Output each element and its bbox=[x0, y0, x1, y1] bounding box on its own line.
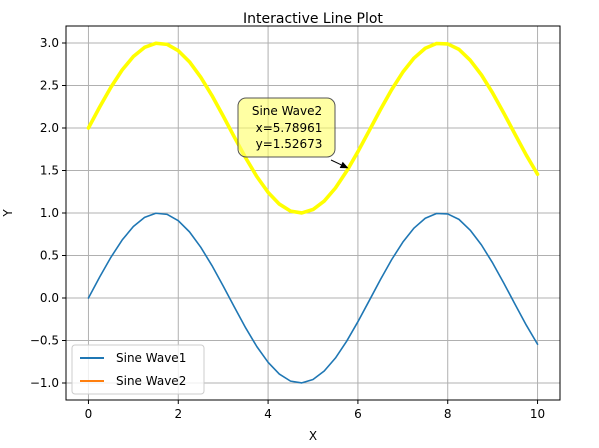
x-tick-label: 2 bbox=[174, 407, 182, 421]
x-tick-label: 6 bbox=[354, 407, 362, 421]
annotation: Sine Wave2 x=5.78961 y=1.52673 bbox=[237, 97, 349, 169]
x-axis-label: X bbox=[309, 429, 317, 443]
series-line-sine-wave1 bbox=[87, 212, 539, 384]
y-tick-label: 0.5 bbox=[40, 249, 59, 263]
legend-box bbox=[71, 344, 205, 395]
series-line-sine-wave2 bbox=[86, 41, 540, 215]
legend-label-sine-wave1: Sine Wave1 bbox=[116, 351, 186, 365]
grid bbox=[66, 26, 560, 400]
x-tick-label: 8 bbox=[444, 407, 452, 421]
x-tick-label: 4 bbox=[264, 407, 272, 421]
chart-title: Interactive Line Plot bbox=[243, 11, 383, 27]
annotation-line-2: x=5.78961 bbox=[256, 121, 323, 135]
y-axis-label: Y bbox=[1, 209, 15, 218]
y-tick-label: 2.0 bbox=[40, 121, 59, 135]
annotation-arrowhead bbox=[339, 161, 349, 169]
legend: Sine Wave1 Sine Wave2 bbox=[71, 344, 205, 395]
annotation-box bbox=[237, 97, 336, 158]
x-tick-label: 0 bbox=[85, 407, 93, 421]
series-group bbox=[86, 41, 540, 384]
y-tick-label: 3.0 bbox=[40, 36, 59, 50]
ticks: 0 2 4 6 8 10 −1.0 −0.5 0.0 0.5 1.0 1.5 2.0 2.5 3.0 bbox=[30, 36, 545, 421]
y-tick-label: 1.5 bbox=[40, 164, 59, 178]
y-tick-label: 0.0 bbox=[40, 291, 59, 305]
y-tick-label: 1.0 bbox=[40, 206, 59, 220]
annotation-arrow bbox=[330, 159, 342, 166]
y-tick-label: −1.0 bbox=[30, 376, 59, 390]
annotation-line-1: Sine Wave2 bbox=[252, 104, 322, 118]
x-tick-label: 10 bbox=[530, 407, 545, 421]
y-tick-label: 2.5 bbox=[40, 79, 59, 93]
legend-label-sine-wave2: Sine Wave2 bbox=[116, 374, 186, 388]
annotation-line-3: y=1.52673 bbox=[256, 137, 323, 151]
y-tick-label: −0.5 bbox=[30, 334, 59, 348]
